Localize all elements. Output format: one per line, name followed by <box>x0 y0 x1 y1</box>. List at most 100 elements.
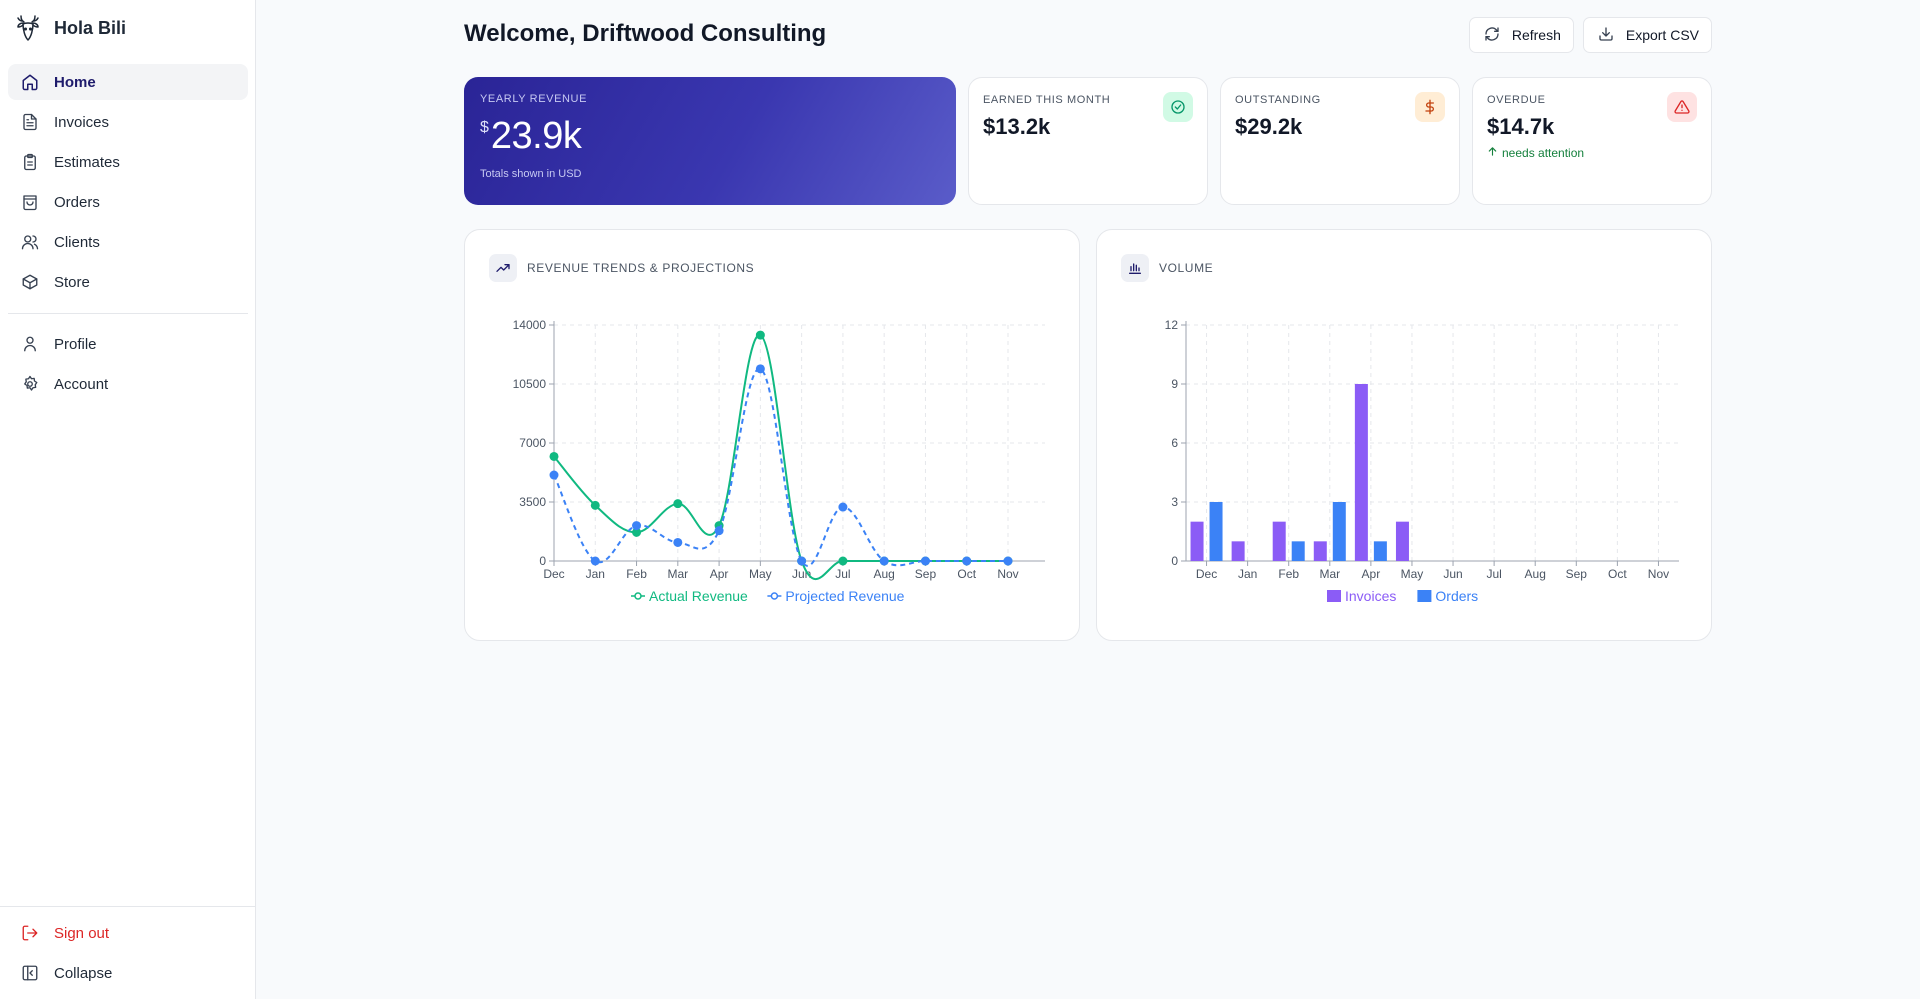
sidebar-item-invoices[interactable]: Invoices <box>8 104 248 140</box>
bar <box>1209 502 1223 561</box>
refresh-button[interactable]: Refresh <box>1468 17 1574 53</box>
data-point <box>549 470 559 480</box>
sidebar-item-home[interactable]: Home <box>8 64 248 100</box>
stat-value: $14.7k <box>1487 114 1555 139</box>
x-tick-label: Dec <box>543 567 564 581</box>
y-tick-label: 10500 <box>513 377 547 391</box>
stat-value: 23.9k <box>490 115 582 157</box>
panel-title: VOLUME <box>1159 261 1214 275</box>
sidebar-item-store[interactable]: Store <box>8 264 248 300</box>
nav-divider <box>8 313 248 314</box>
legend-label: Invoices <box>1345 588 1396 604</box>
sidebar: Hola Bili Home Invoices Estimates Orders <box>0 0 256 999</box>
x-tick-label: May <box>749 567 772 581</box>
header-actions: Refresh Export CSV <box>1468 17 1712 53</box>
x-tick-label: Sep <box>1566 567 1588 581</box>
legend-label: Orders <box>1435 588 1478 604</box>
x-tick-label: Jul <box>1486 567 1501 581</box>
y-tick-label: 3500 <box>519 495 546 509</box>
x-tick-label: Jul <box>835 567 850 581</box>
bar <box>1272 521 1286 561</box>
legend-swatch <box>1417 590 1432 602</box>
box-icon <box>20 272 40 292</box>
sidebar-item-account[interactable]: Account <box>8 366 248 402</box>
data-point <box>838 502 848 512</box>
home-icon <box>20 72 40 92</box>
app-name: Hola Bili <box>54 17 127 38</box>
sidebar-item-estimates[interactable]: Estimates <box>8 144 248 180</box>
panel-title: REVENUE TRENDS & PROJECTIONS <box>527 261 755 275</box>
y-tick-label: 6 <box>1171 436 1178 450</box>
x-tick-label: Mar <box>667 567 688 581</box>
refresh-label: Refresh <box>1511 27 1561 43</box>
x-tick-label: Jan <box>586 567 605 581</box>
y-tick-label: 12 <box>1165 318 1179 332</box>
sign-out-icon <box>20 923 40 943</box>
y-tick-label: 0 <box>1171 554 1178 568</box>
data-point <box>673 499 683 509</box>
collapse-button[interactable]: Collapse <box>8 955 248 991</box>
stat-value: $13.2k <box>983 114 1051 139</box>
sidebar-item-label: Store <box>54 273 90 291</box>
data-point <box>549 451 559 461</box>
trend-text: needs attention <box>1502 146 1585 160</box>
x-tick-label: Oct <box>1608 567 1627 581</box>
stat-label: OVERDUE <box>1487 94 1546 106</box>
trend-indicator: needs attention <box>1487 146 1697 160</box>
y-tick-label: 3 <box>1171 495 1178 509</box>
x-tick-label: Nov <box>1648 567 1669 581</box>
export-csv-button[interactable]: Export CSV <box>1582 17 1712 53</box>
page-title: Welcome, Driftwood Consulting <box>464 20 827 47</box>
data-point <box>1003 556 1013 566</box>
bottom-divider <box>0 906 256 907</box>
dollar-icon <box>1415 92 1445 122</box>
x-tick-label: Jun <box>1443 567 1462 581</box>
sidebar-item-clients[interactable]: Clients <box>8 224 248 260</box>
sidebar-item-orders[interactable]: Orders <box>8 184 248 220</box>
legend-label: Projected Revenue <box>785 588 904 604</box>
stat-label: EARNED THIS MONTH <box>983 94 1111 106</box>
series-line <box>553 334 1008 580</box>
sidebar-item-label: Account <box>54 375 109 393</box>
sidebar-item-profile[interactable]: Profile <box>8 326 248 362</box>
stat-label: OUTSTANDING <box>1235 94 1321 106</box>
outstanding-card: OUTSTANDING $29.2k <box>1220 77 1460 205</box>
bar <box>1332 502 1346 561</box>
bar <box>1231 541 1245 561</box>
collapse-icon <box>20 963 40 983</box>
stat-note: Totals shown in USD <box>480 168 582 180</box>
data-point <box>714 526 724 536</box>
stat-value: $29.2k <box>1235 114 1303 139</box>
check-circle-icon <box>1163 92 1193 122</box>
sidebar-item-label: Invoices <box>54 113 110 131</box>
sidebar-item-label: Clients <box>54 233 100 251</box>
x-tick-label: Feb <box>626 567 647 581</box>
brand[interactable]: Hola Bili <box>12 10 126 46</box>
bar <box>1354 384 1368 561</box>
bar <box>1190 521 1204 561</box>
sign-out-button[interactable]: Sign out <box>8 915 248 951</box>
legend-marker <box>770 592 779 600</box>
sidebar-item-label: Home <box>54 73 96 91</box>
data-point <box>632 527 642 537</box>
secondary-nav: Profile Account <box>8 326 248 406</box>
bar-chart-icon <box>1121 254 1149 282</box>
volume-bar-chart: 0 3 6 9 12 Dec Jan Feb Mar Apr May Jun Jul Aug Sep Oct N… <box>1165 318 1679 604</box>
currency-symbol: $ <box>480 119 489 136</box>
x-tick-label: Oct <box>957 567 976 581</box>
x-tick-label: Apr <box>710 567 729 581</box>
clipboard-icon <box>20 152 40 172</box>
data-point <box>755 330 765 340</box>
x-tick-label: Sep <box>915 567 937 581</box>
yearly-revenue-card: YEARLY REVENUE $ 23.9k Totals shown in U… <box>464 77 956 205</box>
y-tick-label: 7000 <box>519 436 546 450</box>
users-icon <box>20 232 40 252</box>
series-line <box>553 367 1008 567</box>
bottom-nav: Sign out Collapse <box>8 915 248 995</box>
download-icon <box>1598 26 1614 45</box>
y-tick-label: 9 <box>1171 377 1178 391</box>
bar <box>1395 521 1409 561</box>
alert-triangle-icon <box>1667 92 1697 122</box>
x-tick-label: May <box>1401 567 1424 581</box>
